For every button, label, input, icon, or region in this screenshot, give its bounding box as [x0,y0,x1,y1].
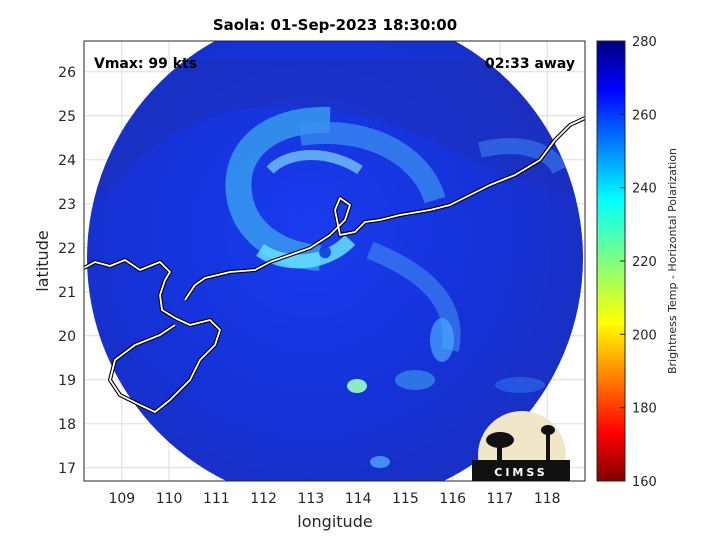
x-tick-label: 114 [345,491,372,507]
convective-cell-5 [370,456,390,468]
colorbar-ticks: 160 180 200 220 240 260 280 [620,35,657,490]
y-tick-label: 20 [58,329,76,345]
rainband-north [298,121,446,204]
y-tick-label: 25 [58,109,76,125]
y-tick-label: 26 [58,65,76,81]
x-tick-labels: 109 110 111 112 113 114 115 116 117 118 [108,491,560,507]
cold-region-north [100,60,583,200]
chart-title: Saola: 01-Sep-2023 18:30:00 [213,16,457,34]
colorbar-tick-label: 160 [632,475,657,490]
x-tick-label: 115 [392,491,419,507]
colorbar-tick-label: 220 [632,255,657,270]
x-tick-label: 113 [298,491,325,507]
colorbar-tick-label: 200 [632,328,657,343]
rainband-inner [266,150,363,175]
vmax-annotation: Vmax: 99 kts [94,56,197,72]
y-axis-label: latitude [33,230,52,291]
x-tick-label: 116 [439,491,466,507]
storm-eye [319,246,332,259]
brightness-swath [87,41,583,481]
y-tick-label: 21 [58,285,76,301]
away-annotation: 02:33 away [485,56,575,72]
rainband-west [225,106,331,271]
x-tick-label: 111 [203,491,230,507]
convective-cell-3 [347,379,367,393]
x-tick-label: 109 [108,491,135,507]
colorbar-tick-label: 240 [632,182,657,197]
colorbar-label: Brightness Temp - Horizontal Polarizatio… [666,148,679,374]
y-tick-labels: 17 18 19 20 21 22 23 24 25 26 [58,65,76,477]
colorbar-tick-label: 280 [632,35,657,50]
cimss-logo: CIMSS [472,411,570,481]
y-tick-label: 19 [58,373,76,389]
convective-cell-1 [430,318,454,362]
x-axis-label: longitude [297,512,372,531]
axes-frame [83,40,586,482]
convective-cell-2 [395,370,435,390]
x-tick-label: 118 [534,491,561,507]
x-tick-label: 110 [156,491,183,507]
colorbar-tick-label: 180 [632,402,657,417]
y-tick-label: 24 [58,153,76,169]
coastlines [84,116,585,414]
y-tick-label: 22 [58,241,76,257]
logo-text: CIMSS [494,466,547,479]
x-tick-label: 112 [250,491,277,507]
eyewall-band [256,234,356,269]
x-tick-label: 117 [487,491,514,507]
y-tick-label: 18 [58,417,76,433]
colorbar-tick-label: 260 [632,108,657,123]
y-tick-label: 17 [58,461,76,477]
y-tick-label: 23 [58,197,76,213]
convective-cell-4 [495,377,545,393]
rainband-east [478,138,568,175]
